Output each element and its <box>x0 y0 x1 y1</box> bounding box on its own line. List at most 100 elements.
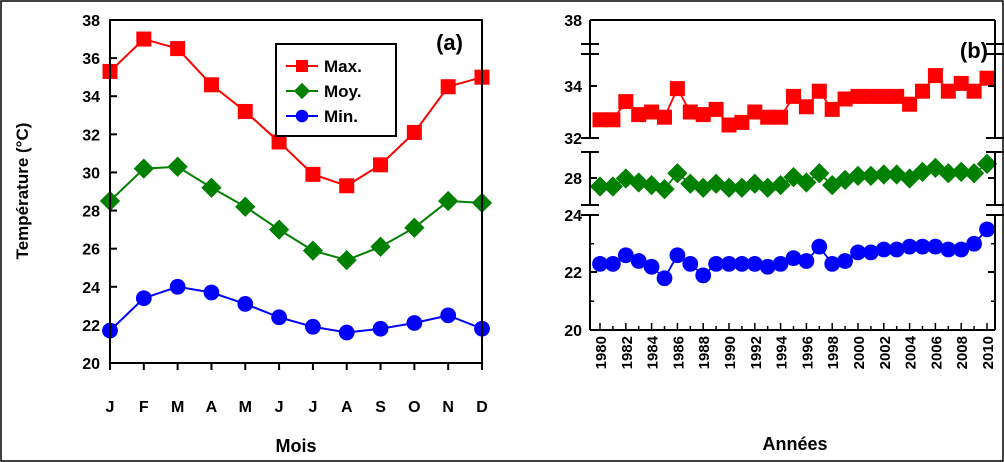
x-tick-label: 1980 <box>593 336 610 369</box>
y-tick-label: 22 <box>564 265 582 282</box>
x-tick-label: 1982 <box>619 336 636 369</box>
data-point <box>644 104 660 120</box>
panel-a-label: (a) <box>436 30 463 55</box>
data-point <box>589 176 611 197</box>
data-point <box>963 163 985 184</box>
y-tick-label: 20 <box>82 356 100 373</box>
data-point <box>785 250 802 266</box>
data-point <box>940 241 957 258</box>
x-tick-label: F <box>139 399 149 416</box>
data-point <box>850 244 866 261</box>
x-tick-label: M <box>239 399 252 416</box>
data-point <box>786 88 801 104</box>
x-tick-label: 1998 <box>825 336 842 369</box>
y-tick-label: 20 <box>564 323 582 340</box>
data-point <box>643 258 660 275</box>
data-point <box>136 31 152 47</box>
data-point <box>863 244 879 261</box>
x-tick-label: 1990 <box>722 336 739 369</box>
y-tick-label: 34 <box>82 89 100 106</box>
panel-a-frame <box>109 19 483 364</box>
panel-a-series <box>99 31 493 341</box>
x-tick-label: J <box>308 399 317 416</box>
data-point <box>966 235 982 252</box>
legend-marker <box>293 82 311 100</box>
data-point <box>721 256 737 272</box>
x-tick-label: 2000 <box>851 336 868 369</box>
panel-a-ylabel: Température (°C) <box>13 123 32 260</box>
data-point <box>734 256 750 272</box>
data-point <box>746 256 763 272</box>
data-point <box>837 91 853 107</box>
data-point <box>631 107 647 123</box>
panel-a-legend: Max. Moy. Min. <box>275 43 397 137</box>
data-point <box>339 178 355 194</box>
data-point <box>268 219 290 240</box>
legend-marker <box>295 109 309 123</box>
data-point <box>440 307 457 324</box>
data-point <box>759 258 776 275</box>
y-tick-label: 32 <box>82 127 100 144</box>
data-point <box>873 164 894 185</box>
data-point <box>373 157 389 173</box>
data-point <box>237 103 253 119</box>
y-tick-label: 30 <box>82 165 100 182</box>
data-point <box>940 83 956 99</box>
data-point <box>863 88 879 104</box>
data-point <box>669 247 686 264</box>
data-point <box>901 238 918 255</box>
x-tick-label: J <box>275 399 284 416</box>
data-point <box>796 172 817 193</box>
y-tick-label: 38 <box>564 13 582 30</box>
panel-a-xlabel: Mois <box>275 436 316 456</box>
data-point <box>953 241 970 258</box>
data-point <box>718 177 740 198</box>
data-point <box>372 320 389 337</box>
x-tick-label: 2006 <box>928 336 945 369</box>
data-point <box>628 172 649 193</box>
data-point <box>695 267 712 284</box>
data-point <box>669 81 685 97</box>
data-point <box>654 178 675 200</box>
x-tick-label: 1988 <box>696 336 713 369</box>
data-point <box>440 79 456 95</box>
data-point <box>938 163 959 184</box>
data-point <box>235 196 256 217</box>
x-tick-label: N <box>442 399 454 416</box>
data-point <box>902 96 918 112</box>
x-tick-label: O <box>408 399 420 416</box>
data-point <box>370 236 391 257</box>
data-point <box>976 153 998 175</box>
x-tick-label: 1994 <box>774 335 791 369</box>
data-point <box>602 176 624 197</box>
data-point <box>695 107 711 123</box>
x-tick-label: 2002 <box>877 336 894 369</box>
data-point <box>915 83 930 99</box>
x-tick-label: 1996 <box>799 336 816 369</box>
data-point <box>734 114 750 130</box>
data-point <box>167 156 188 177</box>
data-point <box>760 109 776 125</box>
x-tick-label: J <box>106 399 115 416</box>
y-tick-label: 28 <box>82 204 100 221</box>
panel-b-axes: 38 34 32 28 24 22 20 1980 1982 1984 1986 1988 1990 19… <box>564 13 1004 369</box>
data-point <box>951 161 972 182</box>
data-point <box>708 256 724 272</box>
data-point <box>406 315 423 331</box>
data-point <box>773 109 789 125</box>
x-tick-label: S <box>375 399 386 416</box>
x-tick-label: 1986 <box>670 336 687 369</box>
panel-b: 38 34 32 28 24 22 20 1980 1982 1984 1986 1988 1990 19… <box>564 13 1004 454</box>
data-point <box>798 253 815 269</box>
data-point <box>630 253 647 269</box>
data-point <box>203 284 220 301</box>
data-point <box>305 318 321 335</box>
data-point <box>302 240 324 261</box>
data-point <box>406 124 422 140</box>
data-point <box>201 177 222 198</box>
data-point <box>953 75 969 91</box>
panel-b-series <box>589 68 998 287</box>
data-point <box>618 94 634 110</box>
x-tick-label: 2004 <box>903 335 920 369</box>
